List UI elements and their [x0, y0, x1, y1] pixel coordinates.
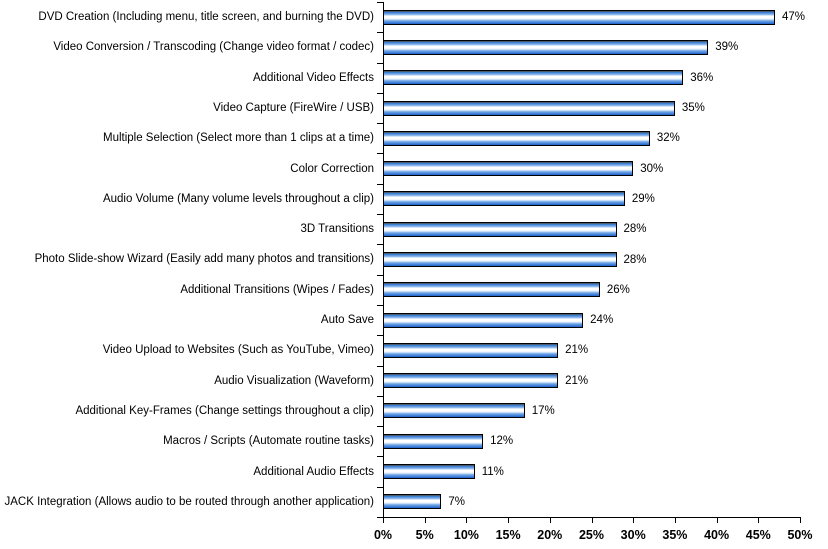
category-label: Additional Audio Effects [253, 465, 374, 478]
y-axis-tick [377, 335, 383, 337]
bar [383, 39, 709, 55]
x-axis-tick-label: 25% [578, 528, 605, 542]
y-axis-tick [377, 2, 383, 3]
value-label: 30% [640, 162, 664, 175]
y-axis-tick [377, 456, 383, 458]
bar [383, 464, 475, 480]
bar [383, 342, 559, 358]
y-axis-tick [377, 123, 383, 125]
y-axis-tick [377, 62, 383, 64]
y-axis-tick [377, 395, 383, 397]
y-axis-tick [377, 304, 383, 306]
category-label: DVD Creation (Including menu, title scre… [38, 11, 374, 24]
value-label: 21% [565, 374, 589, 387]
category-label: Photo Slide-show Wizard (Easily add many… [34, 253, 374, 266]
x-axis-tick [424, 517, 426, 523]
x-axis-tick [591, 517, 593, 523]
bar [383, 130, 650, 146]
value-label: 7% [448, 495, 465, 508]
y-axis-line [383, 2, 384, 518]
value-label: 39% [715, 41, 739, 54]
bar [383, 433, 484, 449]
x-axis-tick-label: 10% [453, 528, 479, 542]
x-axis-tick [549, 517, 551, 523]
category-label: Video Conversion / Transcoding (Change v… [53, 41, 374, 54]
x-axis-tick-label: 5% [415, 528, 434, 542]
y-axis-tick [377, 183, 383, 185]
x-axis-tick-label: 40% [704, 528, 730, 542]
bar [383, 252, 617, 267]
y-axis-tick [377, 426, 383, 428]
value-label: 36% [690, 71, 714, 84]
value-label: 28% [623, 253, 647, 266]
category-label: Audio Volume (Many volume levels through… [102, 192, 374, 205]
value-label: 12% [490, 435, 514, 448]
value-label: 28% [623, 223, 647, 236]
bar [383, 70, 684, 86]
y-axis-tick [377, 92, 383, 94]
x-axis-tick-label: 20% [537, 528, 563, 542]
category-label: Additional Transitions (Wipes / Fades) [180, 283, 374, 296]
bar [383, 161, 634, 177]
value-label: 29% [631, 192, 655, 205]
bar [383, 494, 442, 510]
y-axis-tick [377, 214, 383, 216]
category-label: 3D Transitions [300, 223, 374, 236]
value-label: 11% [481, 465, 504, 478]
bar [383, 100, 675, 116]
x-axis-tick [800, 517, 801, 523]
x-axis-tick [508, 517, 510, 523]
category-label: Macros / Scripts (Automate routine tasks… [163, 435, 374, 448]
value-label: 26% [606, 283, 630, 296]
bar [383, 221, 617, 237]
y-axis-tick [377, 486, 383, 488]
x-axis-tick [758, 517, 760, 523]
value-label: 24% [590, 314, 614, 327]
x-axis-tick-label: 15% [495, 528, 521, 542]
x-axis-tick-label: 0% [373, 528, 393, 542]
value-label: 17% [531, 404, 555, 417]
y-axis-tick [377, 517, 383, 518]
x-axis-tick-label: 45% [745, 528, 771, 542]
bar [383, 282, 600, 298]
category-label: Multiple Selection (Select more than 1 c… [102, 132, 374, 145]
x-axis-tick-label: 30% [620, 528, 646, 542]
category-label: Video Upload to Websites (Such as YouTub… [102, 344, 374, 357]
y-axis-tick [377, 153, 383, 155]
y-axis-tick [377, 365, 383, 367]
x-axis-tick-label: 35% [662, 528, 688, 542]
bar [383, 312, 584, 328]
x-axis-tick [466, 517, 468, 523]
y-axis-tick [377, 244, 383, 246]
category-label: Auto Save [320, 314, 374, 327]
y-axis-tick [377, 274, 383, 276]
category-label: Color Correction [290, 162, 374, 175]
value-label: 35% [681, 102, 705, 115]
value-label: 32% [656, 132, 680, 145]
x-axis-tick [383, 517, 384, 523]
category-label: Additional Key-Frames (Change settings t… [75, 404, 374, 417]
category-label: Audio Visualization (Waveform) [214, 374, 374, 387]
x-axis-tick-label: 50% [787, 528, 813, 542]
bar [383, 403, 525, 419]
bar [383, 191, 625, 207]
value-label: 21% [565, 344, 589, 357]
x-axis-tick [674, 517, 676, 523]
category-label: Additional Video Effects [252, 71, 374, 84]
bar [383, 373, 559, 389]
x-axis-tick [716, 517, 718, 523]
value-label: 47% [781, 11, 805, 24]
bar [383, 9, 775, 25]
category-label: Video Capture (FireWire / USB) [213, 102, 374, 115]
x-axis-tick [633, 517, 635, 523]
y-axis-tick [377, 32, 383, 34]
category-label: JACK Integration (Allows audio to be rou… [4, 495, 374, 508]
